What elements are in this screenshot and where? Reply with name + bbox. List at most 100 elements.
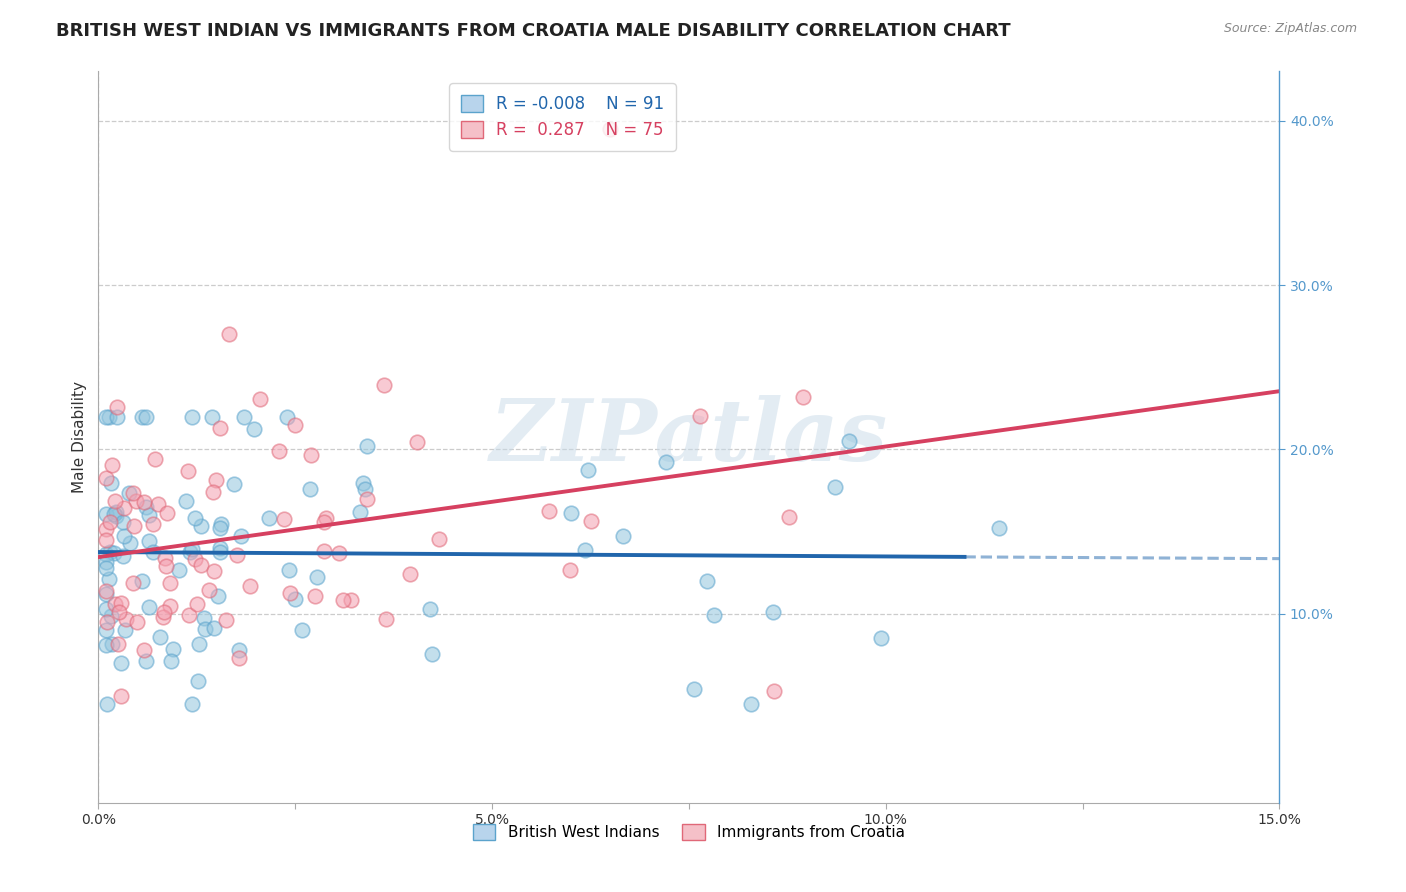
Point <box>111 549 134 563</box>
Point <box>96 409 118 424</box>
Point <box>180 409 202 424</box>
Point <box>205 473 228 487</box>
Point <box>558 563 581 577</box>
Point <box>222 476 245 491</box>
Point <box>134 495 156 509</box>
Point <box>96 470 118 484</box>
Point <box>406 435 429 450</box>
Point <box>278 586 301 600</box>
Point <box>291 623 314 637</box>
Point <box>332 593 354 607</box>
Point <box>159 599 181 613</box>
Point <box>193 611 215 625</box>
Point <box>778 509 800 524</box>
Point <box>135 409 157 424</box>
Point <box>373 378 395 392</box>
Point <box>111 515 134 529</box>
Point <box>135 654 157 668</box>
Point <box>160 654 183 668</box>
Point <box>792 390 814 404</box>
Point <box>242 422 264 436</box>
Point <box>299 483 322 497</box>
Point <box>269 444 291 458</box>
Y-axis label: Male Disability: Male Disability <box>72 381 87 493</box>
Point <box>987 521 1010 535</box>
Point <box>312 544 335 558</box>
Point <box>190 519 212 533</box>
Point <box>110 596 132 610</box>
Point <box>315 511 337 525</box>
Point <box>97 409 120 424</box>
Point <box>209 545 232 559</box>
Point <box>202 621 225 635</box>
Point <box>599 121 621 136</box>
Point <box>125 494 148 508</box>
Point <box>209 521 232 535</box>
Point <box>301 448 323 462</box>
Point <box>257 510 280 524</box>
Point <box>98 515 121 529</box>
Point <box>276 409 298 424</box>
Point <box>174 494 197 508</box>
Point <box>142 517 165 532</box>
Point <box>352 475 374 490</box>
Point <box>208 421 231 435</box>
Point <box>576 463 599 477</box>
Point <box>103 508 125 522</box>
Point <box>581 515 603 529</box>
Point <box>104 597 127 611</box>
Point <box>167 563 190 577</box>
Point <box>105 505 128 519</box>
Point <box>537 504 560 518</box>
Point <box>98 572 121 586</box>
Text: Source: ZipAtlas.com: Source: ZipAtlas.com <box>1223 22 1357 36</box>
Point <box>232 409 254 424</box>
Point <box>96 623 118 637</box>
Point <box>108 605 131 619</box>
Point <box>824 479 846 493</box>
Point <box>201 409 224 424</box>
Point <box>838 434 860 449</box>
Point <box>427 532 450 546</box>
Point <box>143 452 166 467</box>
Point <box>339 593 361 607</box>
Point <box>96 508 118 522</box>
Point <box>100 458 122 472</box>
Point <box>696 574 718 589</box>
Point <box>202 564 225 578</box>
Point <box>103 546 125 560</box>
Point <box>207 589 229 603</box>
Point <box>273 512 295 526</box>
Point <box>201 484 224 499</box>
Point <box>239 579 262 593</box>
Point <box>100 609 122 624</box>
Point <box>156 506 179 520</box>
Point <box>181 697 204 711</box>
Point <box>96 560 118 574</box>
Text: BRITISH WEST INDIAN VS IMMIGRANTS FROM CROATIA MALE DISABILITY CORRELATION CHART: BRITISH WEST INDIAN VS IMMIGRANTS FROM C… <box>56 22 1011 40</box>
Point <box>655 455 678 469</box>
Point <box>105 400 128 414</box>
Point <box>349 505 371 519</box>
Point <box>100 476 122 491</box>
Point <box>177 465 200 479</box>
Point <box>683 681 706 696</box>
Point <box>420 647 443 661</box>
Point <box>155 551 177 566</box>
Point <box>186 597 208 611</box>
Point <box>96 547 118 561</box>
Point <box>149 631 172 645</box>
Point <box>101 637 124 651</box>
Point <box>110 689 132 703</box>
Point <box>187 674 209 689</box>
Point <box>305 570 328 584</box>
Point <box>159 575 181 590</box>
Point <box>107 637 129 651</box>
Point <box>114 623 136 637</box>
Point <box>179 545 201 559</box>
Point <box>105 509 128 524</box>
Point <box>96 638 118 652</box>
Point <box>179 608 201 623</box>
Point <box>356 492 378 507</box>
Point <box>96 615 118 629</box>
